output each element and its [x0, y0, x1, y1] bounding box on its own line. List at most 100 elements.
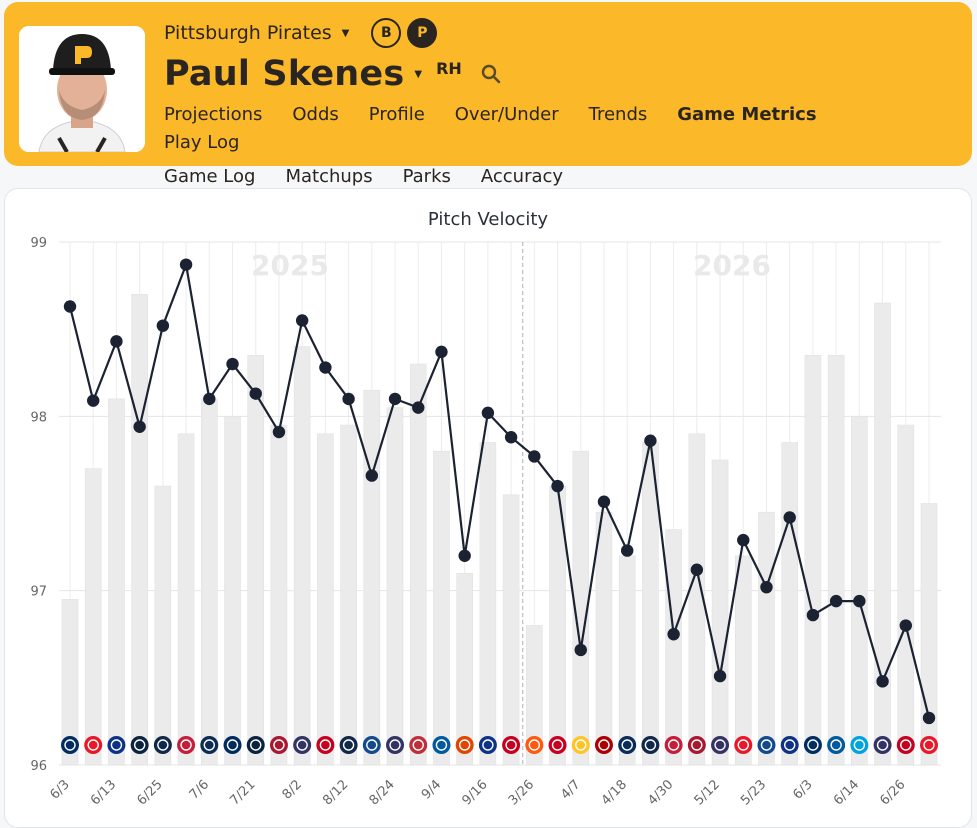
- velocity-bar: [108, 398, 125, 766]
- velocity-bar: [781, 442, 799, 766]
- opponent-logo-tor: [362, 736, 381, 754]
- nav-profile[interactable]: Profile: [368, 104, 425, 125]
- velocity-point: [713, 669, 727, 683]
- x-tick-label: 4/7: [558, 777, 583, 802]
- velocity-bar: [270, 424, 288, 766]
- nav-game-log[interactable]: Game Log: [164, 166, 256, 187]
- x-tick-label: 6/25: [134, 777, 165, 808]
- opponent-logo-stl: [664, 736, 683, 754]
- velocity-point: [87, 394, 100, 407]
- velocity-bar: [247, 355, 265, 766]
- velocity-point: [528, 450, 541, 463]
- team-dropdown-caret-icon[interactable]: ▼: [341, 27, 350, 39]
- opponent-logo-col: [711, 736, 730, 754]
- opponent-logo-phi: [734, 736, 753, 754]
- x-tick-label: 8/12: [320, 777, 351, 808]
- velocity-bar: [804, 355, 822, 766]
- velocity-point: [876, 675, 889, 688]
- opponent-logo-sd: [571, 736, 590, 754]
- x-tick-label: 3/26: [506, 777, 537, 808]
- velocity-point: [110, 335, 123, 348]
- opponent-logo-mil: [641, 736, 660, 754]
- opponent-logo-hou: [803, 736, 822, 754]
- opponent-logo-bos: [409, 736, 428, 754]
- nav-accuracy[interactable]: Accuracy: [480, 166, 564, 187]
- opponent-logo-ari: [687, 736, 706, 754]
- velocity-bar: [433, 450, 450, 766]
- velocity-point: [783, 511, 796, 524]
- velocity-bar: [572, 450, 590, 766]
- opponent-logo-phi: [84, 736, 103, 754]
- nav-play-log[interactable]: Play Log: [164, 132, 240, 153]
- team-row: Pittsburgh Pirates ▼ B P: [164, 18, 438, 48]
- velocity-point: [853, 594, 866, 608]
- search-icon[interactable]: [480, 63, 502, 85]
- nav-matchups[interactable]: Matchups: [285, 166, 373, 187]
- opponent-logo-lad: [432, 736, 451, 754]
- opponent-logo-lad: [827, 736, 846, 754]
- player-name[interactable]: Paul Skenes: [164, 54, 405, 94]
- opponent-logo-bal: [455, 736, 474, 754]
- opponent-logo-sea: [200, 736, 219, 754]
- velocity-point: [272, 425, 286, 439]
- nav-projections[interactable]: Projections: [164, 104, 263, 125]
- opponent-logo-col: [293, 736, 312, 754]
- x-tick-label: 8/24: [367, 777, 398, 808]
- nav-parks[interactable]: Parks: [402, 166, 451, 187]
- season-label: 2026: [693, 249, 771, 282]
- velocity-bar: [154, 485, 172, 766]
- velocity-bar: [177, 433, 195, 766]
- velocity-point: [644, 434, 657, 447]
- velocity-bar: [61, 599, 79, 766]
- velocity-point: [551, 479, 564, 493]
- velocity-bar: [84, 468, 102, 766]
- opponent-logo-chc: [780, 736, 799, 754]
- opponent-logo-hou: [61, 736, 79, 754]
- opponent-logo-chc: [478, 736, 497, 754]
- velocity-point: [829, 594, 843, 608]
- opponent-logo-min: [223, 736, 242, 754]
- nav-over-under[interactable]: Over/Under: [454, 104, 559, 125]
- velocity-bar: [456, 572, 473, 766]
- velocity-point: [63, 300, 77, 313]
- velocity-bar: [479, 442, 497, 766]
- batter-toggle-button[interactable]: B: [371, 18, 402, 48]
- velocity-point: [667, 628, 680, 641]
- x-tick-label: 6/26: [877, 777, 908, 808]
- x-tick-label: 6/3: [790, 777, 815, 802]
- nav-trends[interactable]: Trends: [588, 104, 648, 125]
- velocity-point: [342, 392, 355, 406]
- velocity-point: [597, 495, 611, 508]
- y-tick-label: 96: [30, 759, 47, 774]
- velocity-bar: [409, 363, 427, 766]
- opponent-logo-cin: [316, 736, 335, 754]
- section-nav: Projections Odds Profile Over/Under Trends Ga…: [164, 104, 924, 188]
- player-dropdown-caret-icon[interactable]: ▼: [414, 68, 423, 80]
- chart-title: Pitch Velocity: [427, 209, 549, 230]
- opponent-logo-mil: [153, 736, 172, 754]
- velocity-point: [365, 469, 379, 482]
- velocity-point: [620, 544, 634, 557]
- velocity-bar: [131, 294, 148, 766]
- pitcher-toggle-button[interactable]: P: [407, 18, 438, 48]
- handedness-badge: RH: [436, 58, 462, 78]
- velocity-point: [504, 431, 518, 444]
- velocity-point: [133, 420, 146, 433]
- nav-odds[interactable]: Odds: [292, 104, 339, 125]
- velocity-bar: [200, 398, 218, 766]
- velocity-point: [690, 563, 704, 576]
- velocity-point: [179, 258, 193, 271]
- velocity-point: [737, 533, 750, 547]
- player-photo: [19, 26, 145, 152]
- nav-game-metrics[interactable]: Game Metrics: [677, 104, 817, 125]
- team-name[interactable]: Pittsburgh Pirates: [164, 22, 332, 44]
- velocity-bar: [293, 346, 311, 766]
- velocity-bar: [688, 433, 706, 766]
- velocity-point: [574, 643, 587, 657]
- opponent-logo-cin: [502, 736, 521, 754]
- opponent-logo-chc: [107, 736, 126, 754]
- velocity-bar: [734, 555, 752, 766]
- x-tick-label: 7/6: [187, 777, 212, 802]
- opponent-logo-det: [246, 736, 265, 754]
- velocity-bar: [386, 407, 404, 766]
